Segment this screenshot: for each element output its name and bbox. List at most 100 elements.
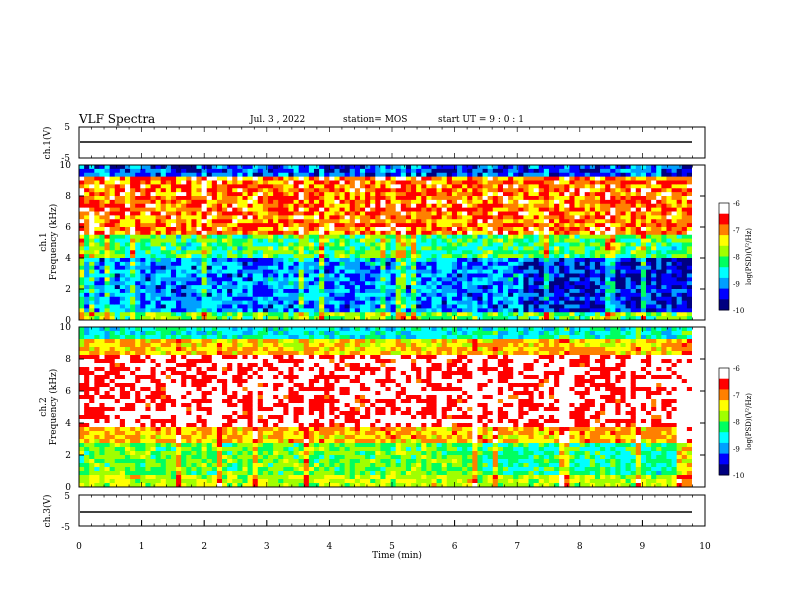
spectrogram-cell [640,285,647,290]
spectrogram-cell [344,265,351,271]
spectrogram-cell [615,192,621,197]
spectrogram-cell [140,258,146,263]
spectrogram-cell [211,165,218,170]
spectrogram-cell [293,254,300,259]
spectrogram-cell [513,203,519,209]
spectrogram-cell [462,230,468,236]
spectrogram-cell [293,223,300,228]
spectrogram-cell [79,300,85,305]
spectrogram-cell [181,199,187,205]
spectrogram-cell [232,316,238,321]
spectrogram-cell [589,227,596,232]
spectrogram-cell [646,223,652,228]
spectrogram-cell [554,211,560,216]
spectrogram-cell [114,172,121,178]
spectrogram-cell [257,211,264,216]
spectrogram-cell [487,296,494,302]
spectrogram-cell [170,176,177,181]
spectrogram-cell [370,246,376,251]
spectrogram-cell [513,289,519,294]
spectrogram-cell [640,296,647,302]
spectrogram-cell [109,246,116,251]
spectrogram-cell [273,207,279,212]
spectrogram-cell [89,431,95,436]
spectrogram-cell [508,180,514,185]
spectrogram-cell [94,203,100,209]
spectrogram-cell [671,196,678,201]
spectrogram-cell [150,215,157,220]
spectrogram-cell [293,215,300,220]
spectrogram-cell [400,277,407,282]
spectrogram-cell [176,296,182,302]
spectrogram-cell [385,188,392,193]
spectrogram-cell [589,273,596,278]
spectrogram-cell [160,234,167,240]
spectrogram-cell [441,215,448,220]
spectrogram-cell [262,227,269,232]
spectrogram-cell [400,180,407,185]
spectrogram-cell [533,203,540,209]
spectrogram-cell [79,188,85,193]
spectrogram-cell [508,292,514,298]
spectrogram-cell [206,165,213,170]
spectrogram-cell [497,242,504,247]
spectrogram-cell [135,192,141,197]
spectrogram-cell [334,316,340,321]
spectrogram-cell [686,316,693,321]
spectrogram-cell [395,168,402,174]
spectrogram-cell [186,304,192,309]
spectrogram-cell [232,230,238,236]
spectrogram-cell [94,483,100,488]
spectrogram-cell [569,277,575,282]
spectrogram-cell [89,419,95,424]
spectrogram-cell [119,246,126,251]
spectrogram-cell [620,180,626,185]
spectrogram-cell [155,203,162,209]
spectrogram-cell [94,296,100,302]
spectrogram-cell [94,375,100,380]
spectrogram-cell [528,176,535,181]
spectrogram-cell [257,207,264,212]
spectrogram-cell [462,308,468,313]
spectrogram-cell [181,258,187,263]
spectrogram-cell [257,188,264,193]
spectrogram-cell [124,215,131,220]
spectrogram-cell [278,188,284,193]
spectrogram-cell [227,277,233,282]
spectrogram-cell [211,215,218,220]
spectrogram-cell [273,312,279,317]
spectrogram-cell [390,316,397,321]
spectrogram-cell [160,207,167,212]
spectrogram-cell [237,227,243,232]
spectrogram-cell [94,415,100,420]
spectrogram-cell [651,308,657,313]
spectrogram-cell [145,234,151,240]
spectrogram-cell [538,250,545,255]
spectrogram-cell [155,246,162,251]
spectrogram-cell [518,199,524,205]
spectrogram-cell [533,211,540,216]
spectrogram-cell [589,277,596,282]
spectrogram-cell [518,292,524,298]
spectrogram-cell [605,184,611,189]
spectrogram-cell [298,261,305,267]
spectrogram-cell [227,265,233,271]
spectrogram-cell [89,415,95,420]
spectrogram-cell [89,455,95,460]
spectrogram-cell [416,246,422,251]
spectrogram-cell [620,250,626,255]
spectrogram-cell [308,265,315,271]
spectrogram-cell [513,242,519,247]
spectrogram-cell [671,312,678,317]
spectrogram-cell [313,230,320,236]
spectrogram-cell [278,292,284,298]
spectrogram-cell [574,246,581,251]
spectrogram-cell [543,308,550,313]
spectrogram-cell [610,223,616,228]
spectrogram-cell [666,304,672,309]
spectrogram-cell [436,188,443,193]
spectrogram-cell [538,230,545,236]
spectrogram-cell [329,219,335,224]
spectrogram-cell [303,250,310,255]
spectrogram-cell [293,238,300,243]
